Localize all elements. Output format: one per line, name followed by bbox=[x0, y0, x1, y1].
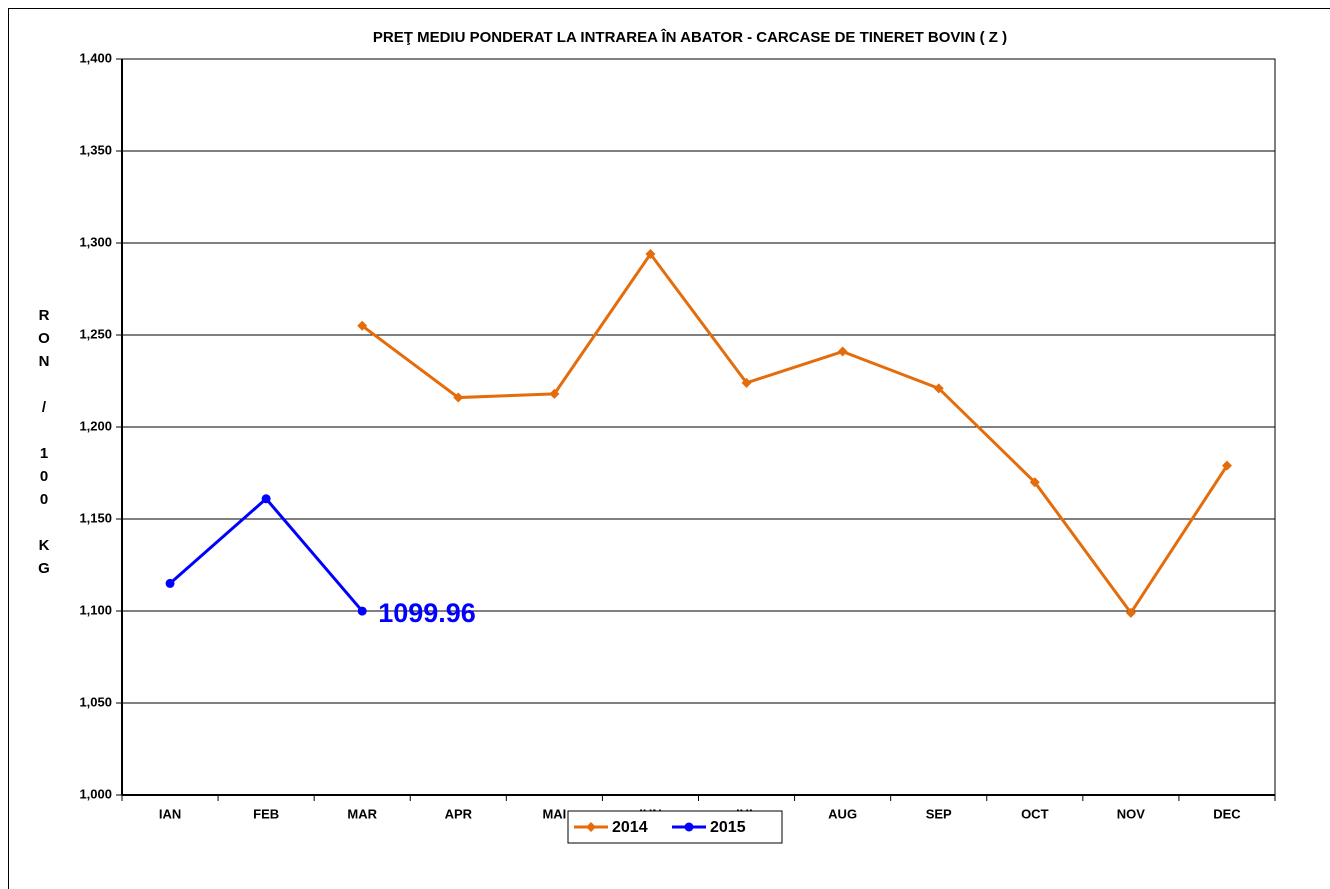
y-tick-label: 1,300 bbox=[79, 234, 112, 249]
marker bbox=[165, 578, 175, 588]
legend-label: 2014 bbox=[612, 819, 648, 836]
y-tick-label: 1,350 bbox=[79, 142, 112, 157]
marker bbox=[357, 320, 368, 331]
x-tick-label: APR bbox=[445, 806, 473, 821]
y-tick-label: 1,000 bbox=[79, 786, 112, 801]
marker bbox=[1125, 607, 1136, 618]
marker bbox=[586, 822, 596, 832]
data-label: 1099.96 bbox=[378, 598, 476, 628]
y-tick-label: 1,250 bbox=[79, 326, 112, 341]
x-tick-label: NOV bbox=[1117, 806, 1146, 821]
x-tick-label: MAI bbox=[542, 806, 566, 821]
marker bbox=[645, 249, 656, 260]
marker bbox=[261, 494, 271, 504]
x-tick-label: SEP bbox=[926, 806, 952, 821]
x-tick-label: MAR bbox=[347, 806, 377, 821]
series-line bbox=[361, 251, 1229, 616]
marker bbox=[837, 346, 848, 357]
marker bbox=[684, 822, 694, 832]
y-tick-label: 1,400 bbox=[79, 50, 112, 65]
x-tick-label: IAN bbox=[159, 806, 181, 821]
x-tick-label: FEB bbox=[253, 806, 279, 821]
y-tick-label: 1,150 bbox=[79, 510, 112, 525]
marker bbox=[933, 383, 944, 394]
marker bbox=[453, 392, 464, 403]
y-tick-label: 1,050 bbox=[79, 694, 112, 709]
marker bbox=[1029, 477, 1040, 488]
x-tick-label: AUG bbox=[828, 806, 857, 821]
marker bbox=[549, 388, 560, 399]
x-tick-label: DEC bbox=[1213, 806, 1241, 821]
chart-border bbox=[8, 8, 1330, 889]
chart-title: PREŢ MEDIU PONDERAT LA INTRAREA ÎN ABATO… bbox=[373, 28, 1007, 46]
legend: 2014 2015 bbox=[567, 810, 783, 844]
marker bbox=[741, 377, 752, 388]
x-tick-label: OCT bbox=[1021, 806, 1049, 821]
legend-label: 2015 bbox=[710, 819, 746, 836]
marker bbox=[1221, 460, 1232, 471]
y-tick-label: 1,100 bbox=[79, 602, 112, 617]
marker bbox=[357, 606, 367, 616]
y-tick-label: 1,200 bbox=[79, 418, 112, 433]
